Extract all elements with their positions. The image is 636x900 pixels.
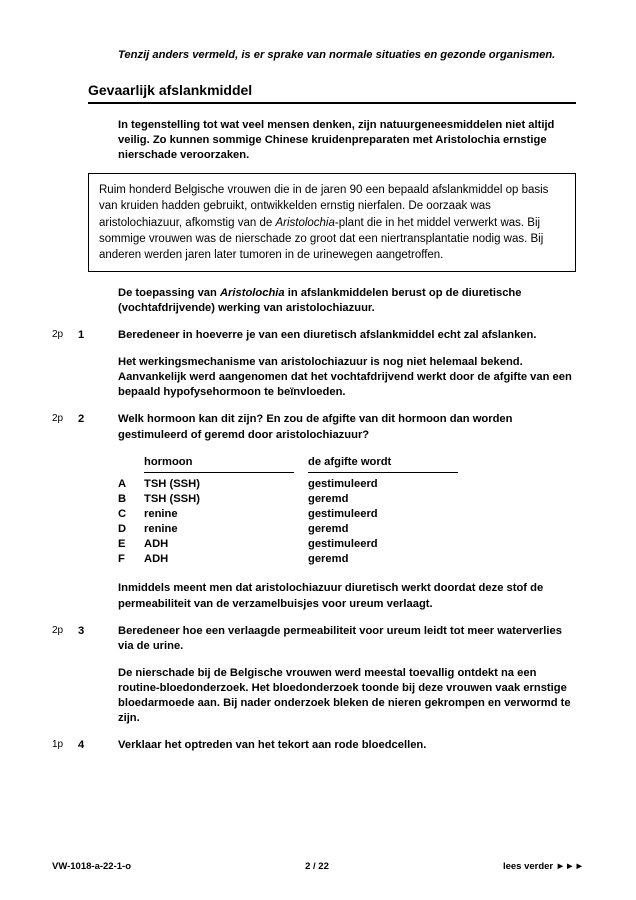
question-3: 2p 3 Beredeneer hoe een verlaagde permea… — [52, 624, 584, 654]
q1-lead-italic: Aristolochia — [220, 287, 285, 299]
q1-lead: De toepassing van Aristolochia in afslan… — [118, 286, 576, 316]
q2-lead: Het werkingsmechanisme van aristolochiaz… — [118, 355, 576, 400]
q4-body: Verklaar het optreden van het tekort aan… — [118, 738, 584, 753]
preamble-text: Tenzij anders vermeld, is er sprake van … — [118, 48, 576, 63]
option-left: ADH — [144, 537, 308, 552]
option-right: geremd — [308, 492, 544, 507]
table-row: Dreninegeremd — [118, 522, 544, 537]
option-left: renine — [144, 522, 308, 537]
question-2: 2p 2 Welk hormoon kan dit zijn? En zou d… — [52, 412, 584, 442]
table-row: FADHgeremd — [118, 552, 544, 567]
q4-lead: De nierschade bij de Belgische vrouwen w… — [118, 666, 576, 726]
quote-box: Ruim honderd Belgische vrouwen die in de… — [88, 173, 576, 271]
box-text-italic: Aristolochia — [275, 217, 334, 229]
table-row: ATSH (SSH)gestimuleerd — [118, 477, 544, 492]
q2-number: 2 — [78, 412, 118, 442]
q4-points: 1p — [52, 738, 78, 753]
option-left: ADH — [144, 552, 308, 567]
option-key: D — [118, 522, 144, 537]
footer-center: 2 / 22 — [305, 861, 329, 874]
q1-lead-pre: De toepassing van — [118, 287, 220, 299]
table-rule — [118, 472, 544, 473]
q4-number: 4 — [78, 738, 118, 753]
table-head-left: hormoon — [144, 455, 308, 470]
q1-number: 1 — [78, 328, 118, 343]
q1-points: 2p — [52, 328, 78, 343]
table-row: BTSH (SSH)geremd — [118, 492, 544, 507]
option-left: TSH (SSH) — [144, 492, 308, 507]
q1-body: Beredeneer in hoeverre je van een diuret… — [118, 328, 584, 343]
option-left: TSH (SSH) — [144, 477, 308, 492]
table-row: EADHgestimuleerd — [118, 537, 544, 552]
option-right: gestimuleerd — [308, 537, 544, 552]
option-key: E — [118, 537, 144, 552]
table-row: Creninegestimuleerd — [118, 507, 544, 522]
option-key: F — [118, 552, 144, 567]
option-key: A — [118, 477, 144, 492]
section-rule — [88, 102, 576, 104]
option-left: renine — [144, 507, 308, 522]
option-right: gestimuleerd — [308, 477, 544, 492]
q3-lead: Inmiddels meent men dat aristolochiazuur… — [118, 581, 576, 611]
question-1: 2p 1 Beredeneer in hoeverre je van een d… — [52, 328, 584, 343]
q3-number: 3 — [78, 624, 118, 654]
page-footer: VW-1018-a-22-1-o 2 / 22 lees verder ►►► — [52, 861, 584, 874]
option-right: gestimuleerd — [308, 507, 544, 522]
q2-points: 2p — [52, 412, 78, 442]
q3-points: 2p — [52, 624, 78, 654]
q2-body: Welk hormoon kan dit zijn? En zou de afg… — [118, 412, 584, 442]
question-4: 1p 4 Verklaar het optreden van het tekor… — [52, 738, 584, 753]
table-body: ATSH (SSH)gestimuleerdBTSH (SSH)geremdCr… — [118, 477, 544, 568]
answer-options-table: hormoon de afgifte wordt ATSH (SSH)gesti… — [118, 455, 544, 568]
option-right: geremd — [308, 552, 544, 567]
table-head-right: de afgifte wordt — [308, 455, 544, 470]
q3-body: Beredeneer hoe een verlaagde permeabilit… — [118, 624, 584, 654]
exam-page: Tenzij anders vermeld, is er sprake van … — [0, 0, 636, 900]
option-right: geremd — [308, 522, 544, 537]
option-key: B — [118, 492, 144, 507]
intro-paragraph: In tegenstelling tot wat veel mensen den… — [118, 118, 576, 163]
table-head: hormoon de afgifte wordt — [118, 455, 544, 470]
footer-left: VW-1018-a-22-1-o — [52, 861, 131, 874]
footer-right: lees verder ►►► — [503, 861, 584, 874]
section-title: Gevaarlijk afslankmiddel — [88, 81, 584, 100]
option-key: C — [118, 507, 144, 522]
